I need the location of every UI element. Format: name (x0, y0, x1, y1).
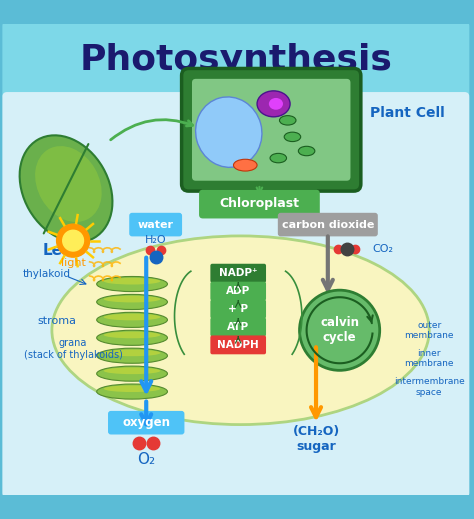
Ellipse shape (97, 312, 167, 327)
Ellipse shape (97, 384, 167, 399)
Ellipse shape (104, 296, 160, 303)
Circle shape (300, 290, 380, 371)
Text: ATP: ATP (227, 322, 249, 332)
Text: NADP⁺: NADP⁺ (219, 268, 257, 278)
Ellipse shape (104, 332, 160, 338)
FancyBboxPatch shape (192, 79, 350, 181)
FancyBboxPatch shape (210, 282, 266, 301)
FancyBboxPatch shape (0, 19, 474, 500)
FancyBboxPatch shape (182, 69, 361, 191)
Text: oxygen: oxygen (122, 416, 170, 429)
Ellipse shape (196, 97, 262, 167)
Ellipse shape (97, 366, 167, 381)
FancyBboxPatch shape (278, 213, 378, 236)
Text: O₂: O₂ (137, 453, 155, 468)
Ellipse shape (104, 314, 160, 320)
FancyBboxPatch shape (210, 318, 266, 336)
Text: outer
membrane: outer membrane (404, 321, 454, 340)
Text: H₂O: H₂O (145, 235, 166, 244)
Ellipse shape (269, 98, 283, 110)
Ellipse shape (284, 132, 301, 142)
Ellipse shape (104, 367, 160, 374)
Ellipse shape (298, 146, 315, 156)
Ellipse shape (104, 278, 160, 284)
Ellipse shape (270, 154, 287, 163)
Text: ADP: ADP (226, 286, 250, 296)
Text: light: light (61, 258, 85, 268)
FancyBboxPatch shape (129, 213, 182, 236)
Ellipse shape (257, 91, 290, 117)
Text: Chloroplast: Chloroplast (219, 197, 300, 210)
FancyBboxPatch shape (199, 189, 320, 218)
FancyBboxPatch shape (210, 299, 266, 319)
Ellipse shape (104, 350, 160, 356)
Text: intermembrane
space: intermembrane space (394, 377, 465, 397)
Text: Photosynthesis: Photosynthesis (80, 44, 392, 77)
Ellipse shape (104, 386, 160, 392)
Text: water: water (137, 220, 173, 229)
FancyBboxPatch shape (2, 21, 469, 99)
Ellipse shape (97, 277, 167, 292)
Text: thylakoid: thylakoid (23, 269, 71, 279)
FancyBboxPatch shape (210, 264, 266, 283)
Text: stroma: stroma (37, 316, 76, 326)
Text: Plant Cell: Plant Cell (370, 106, 445, 120)
Ellipse shape (19, 135, 112, 242)
Ellipse shape (52, 236, 429, 425)
Ellipse shape (97, 348, 167, 363)
Text: (CH₂O)
sugar: (CH₂O) sugar (292, 425, 340, 453)
FancyBboxPatch shape (210, 335, 266, 354)
Circle shape (63, 230, 83, 251)
FancyBboxPatch shape (2, 92, 469, 498)
Text: grana
(stack of thylakoids): grana (stack of thylakoids) (24, 338, 123, 360)
Ellipse shape (234, 159, 257, 171)
Text: + P: + P (228, 304, 248, 314)
Ellipse shape (35, 146, 101, 222)
Text: CO₂: CO₂ (373, 244, 393, 254)
Text: calvin
cycle: calvin cycle (320, 316, 359, 344)
Ellipse shape (97, 330, 167, 345)
Ellipse shape (97, 294, 167, 309)
Text: NADPH: NADPH (217, 340, 259, 350)
Circle shape (56, 224, 90, 257)
Text: Leaf: Leaf (43, 243, 80, 258)
Ellipse shape (280, 116, 296, 125)
Text: inner
membrane: inner membrane (404, 349, 454, 368)
Text: carbon dioxide: carbon dioxide (282, 220, 374, 229)
FancyBboxPatch shape (108, 411, 184, 434)
